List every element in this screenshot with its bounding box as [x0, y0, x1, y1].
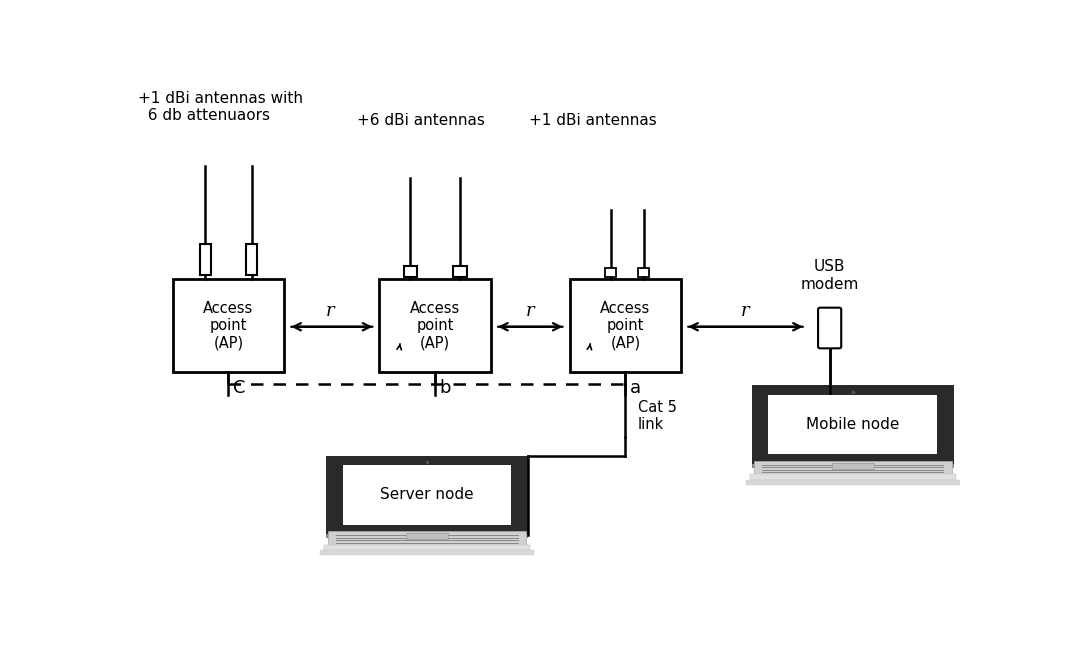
Bar [327, 534, 528, 538]
Text: r: r [325, 303, 334, 320]
Bar [320, 550, 534, 556]
Text: +1 dBi antennas: +1 dBi antennas [528, 113, 656, 128]
Bar [570, 279, 681, 372]
Bar [245, 244, 257, 275]
Bar [324, 544, 529, 550]
Bar [407, 533, 448, 539]
Text: +6 dBi antennas: +6 dBi antennas [356, 113, 484, 128]
Bar [327, 456, 528, 534]
Text: Access
point
(AP): Access point (AP) [204, 301, 254, 350]
Bar [768, 395, 937, 454]
Text: Mobile node: Mobile node [806, 417, 899, 432]
Text: Server node: Server node [380, 488, 474, 503]
Bar [200, 244, 211, 275]
Bar [752, 385, 954, 464]
Text: r: r [526, 303, 535, 320]
Text: Cat 5
link: Cat 5 link [638, 400, 676, 432]
Bar [754, 461, 952, 475]
Bar [752, 464, 954, 468]
Text: b: b [440, 379, 451, 398]
Text: r: r [740, 303, 750, 320]
Text: a: a [630, 379, 640, 398]
Bar [605, 267, 616, 276]
Bar [380, 279, 491, 372]
Bar [746, 480, 959, 485]
Bar [638, 267, 649, 276]
FancyBboxPatch shape [818, 308, 841, 348]
Text: Access
point
(AP): Access point (AP) [601, 301, 651, 350]
Bar [832, 463, 874, 469]
Bar [173, 279, 284, 372]
Text: +1 dBi antennas with
  6 db attenuaors: +1 dBi antennas with 6 db attenuaors [138, 91, 303, 123]
Text: Access
point
(AP): Access point (AP) [410, 301, 460, 350]
Bar [403, 265, 417, 276]
Bar [750, 475, 956, 480]
Bar [328, 531, 526, 544]
Bar [453, 265, 466, 276]
Bar [343, 466, 511, 525]
Text: C: C [233, 379, 245, 398]
Text: USB
modem: USB modem [800, 259, 859, 291]
